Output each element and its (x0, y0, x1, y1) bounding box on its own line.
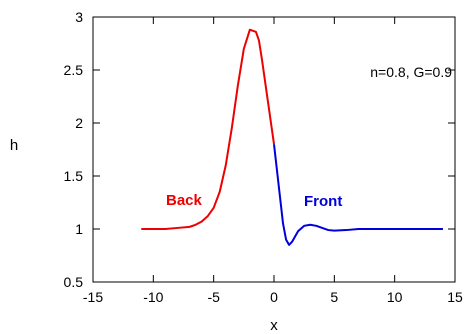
x-tick-label: 5 (330, 289, 338, 305)
x-tick-label: -15 (83, 289, 103, 305)
x-tick-label: -5 (207, 289, 220, 305)
x-axis-label: x (270, 317, 278, 334)
x-tick-label: 15 (447, 289, 463, 305)
x-tick-label: 0 (270, 289, 278, 305)
tick-labels: -15 -10 -5 0 5 10 15 0.5 1 1.5 2 2.5 3 (64, 9, 463, 305)
x-tick-label: 10 (387, 289, 403, 305)
y-axis-label: h (10, 137, 18, 154)
series-line-back (141, 28, 275, 230)
y-tick-label: 0.5 (64, 274, 84, 290)
y-tick-label: 1.5 (64, 168, 84, 184)
front-label: Front (304, 193, 342, 210)
y-tick-label: 2.5 (64, 62, 84, 78)
back-label: Back (166, 192, 203, 209)
series-line-front (273, 144, 443, 246)
y-tick-label: 1 (75, 221, 83, 237)
ticks (92, 16, 456, 283)
parameter-annotation: n=0.8, G=0.9 (370, 64, 452, 80)
y-tick-label: 3 (75, 9, 83, 25)
x-tick-label: -10 (143, 289, 163, 305)
series-lines (141, 28, 443, 246)
y-tick-label: 2 (75, 115, 83, 131)
